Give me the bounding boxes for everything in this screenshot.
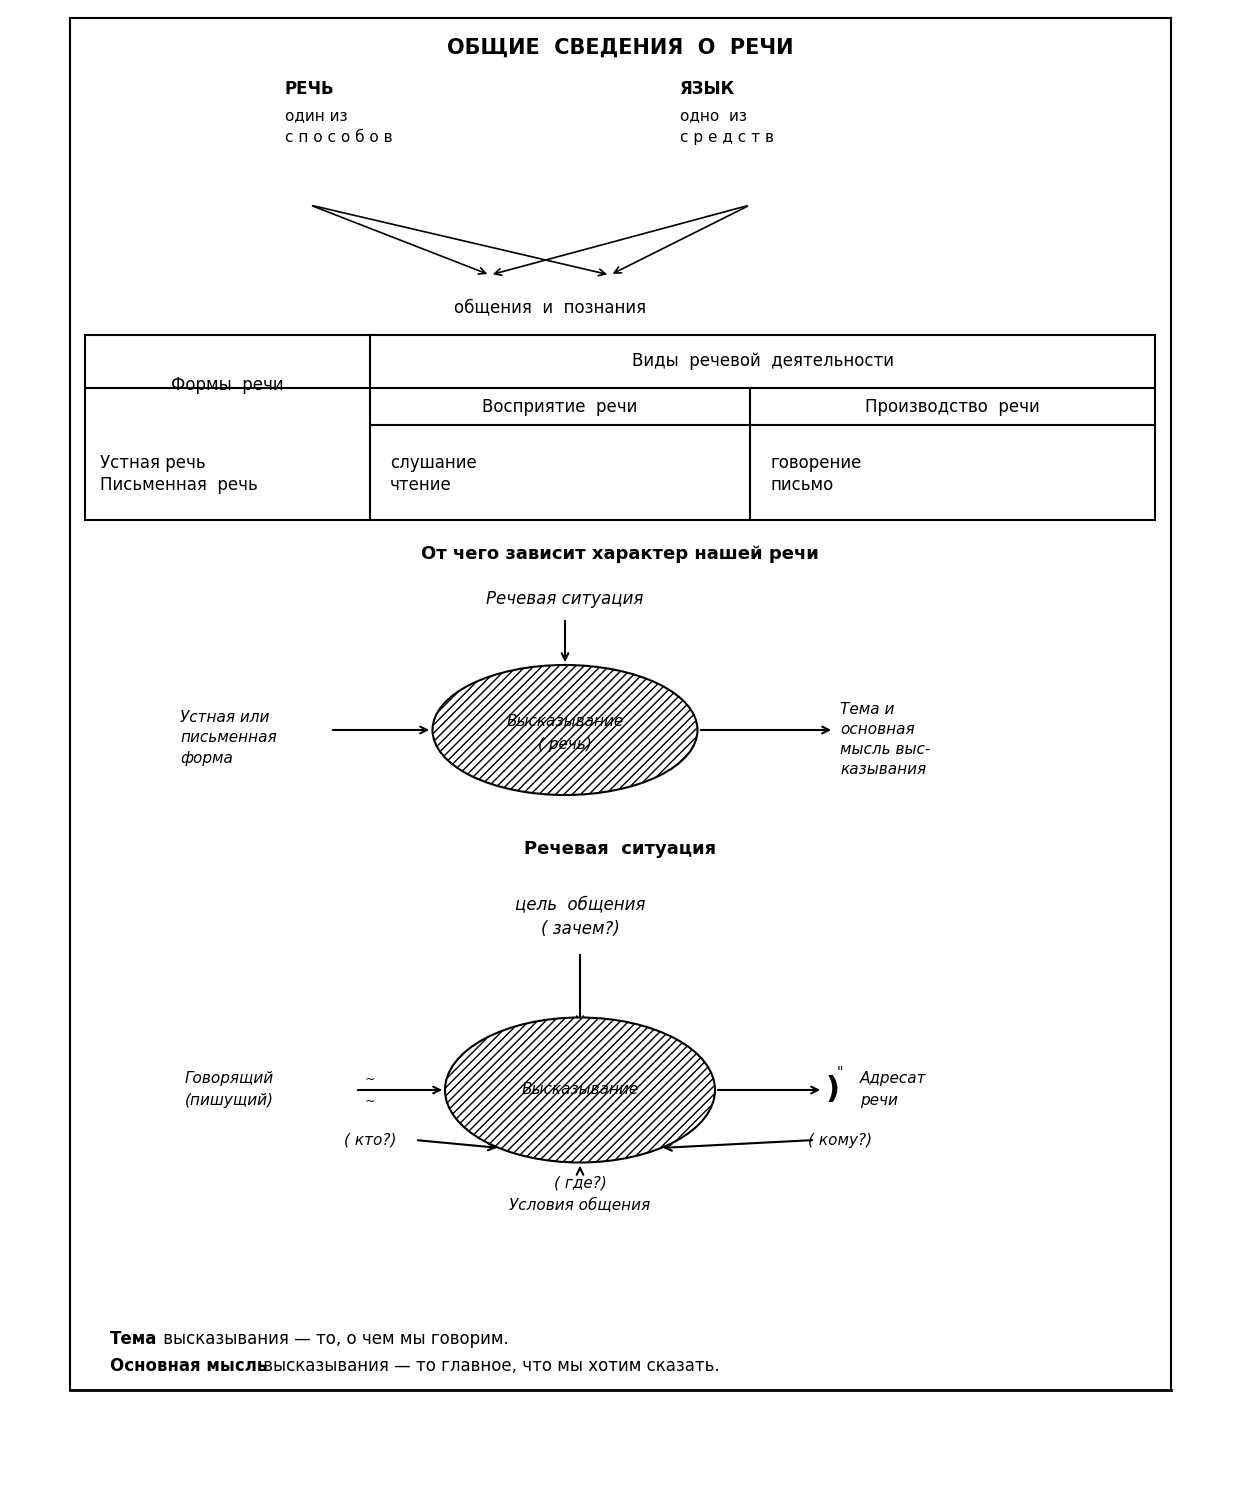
Text: казывания: казывания bbox=[840, 762, 926, 777]
Ellipse shape bbox=[446, 1018, 715, 1162]
Text: ): ) bbox=[827, 1076, 840, 1104]
Ellipse shape bbox=[433, 665, 697, 795]
Text: Высказывание: Высказывание bbox=[506, 715, 624, 730]
Text: Основная мысль: Основная мысль bbox=[110, 1358, 267, 1376]
Text: Высказывание: Высказывание bbox=[521, 1083, 639, 1098]
Text: Речевая ситуация: Речевая ситуация bbox=[486, 589, 644, 609]
Text: одно  из: одно из bbox=[680, 107, 747, 122]
Text: Формы  речи: Формы речи bbox=[171, 376, 284, 394]
Text: Письменная  речь: Письменная речь bbox=[101, 476, 258, 494]
Text: ( зачем?): ( зачем?) bbox=[541, 921, 619, 938]
Text: письмо: письмо bbox=[769, 476, 833, 494]
Text: форма: форма bbox=[180, 750, 233, 765]
Text: письменная: письменная bbox=[180, 731, 277, 746]
FancyBboxPatch shape bbox=[84, 336, 1155, 521]
Text: РЕЧЬ: РЕЧЬ bbox=[285, 81, 335, 98]
Text: речи: речи bbox=[860, 1092, 898, 1107]
Text: ( речь): ( речь) bbox=[539, 737, 592, 752]
Text: Устная или: Устная или bbox=[180, 710, 269, 725]
Text: Речевая  ситуация: Речевая ситуация bbox=[524, 840, 716, 858]
Text: Тема: Тема bbox=[110, 1329, 158, 1347]
Text: От чего зависит характер нашей речи: От чего зависит характер нашей речи bbox=[421, 545, 819, 562]
Text: с р е д с т в: с р е д с т в bbox=[680, 130, 774, 145]
Text: (пишущий): (пишущий) bbox=[185, 1092, 274, 1107]
Text: Говорящий: Говорящий bbox=[185, 1070, 274, 1086]
Text: высказывания — то, о чем мы говорим.: высказывания — то, о чем мы говорим. bbox=[158, 1329, 509, 1347]
Text: чтение: чтение bbox=[390, 476, 452, 494]
Text: Восприятие  речи: Восприятие речи bbox=[483, 397, 638, 415]
Text: слушание: слушание bbox=[390, 454, 477, 471]
Text: говорение: говорение bbox=[769, 454, 861, 471]
Text: общения  и  познания: общения и познания bbox=[454, 298, 647, 316]
Text: ": " bbox=[836, 1065, 843, 1079]
Text: Устная речь: Устная речь bbox=[101, 454, 206, 471]
Text: Адресат: Адресат bbox=[860, 1070, 927, 1086]
Text: Тема и: Тема и bbox=[840, 703, 895, 718]
Text: Условия общения: Условия общения bbox=[510, 1198, 650, 1213]
Text: с п о с о б о в: с п о с о б о в bbox=[285, 130, 392, 145]
Text: ( кто?): ( кто?) bbox=[344, 1132, 396, 1147]
Text: ЯЗЫК: ЯЗЫК bbox=[680, 81, 735, 98]
Text: ОБЩИЕ  СВЕДЕНИЯ  О  РЕЧИ: ОБЩИЕ СВЕДЕНИЯ О РЕЧИ bbox=[447, 37, 793, 58]
Text: основная: основная bbox=[840, 722, 915, 737]
Text: Виды  речевой  деятельности: Виды речевой деятельности bbox=[632, 352, 894, 370]
Text: цель  общения: цель общения bbox=[515, 895, 645, 913]
Text: ( кому?): ( кому?) bbox=[808, 1132, 872, 1147]
Text: один из: один из bbox=[285, 107, 347, 122]
Text: Производство  речи: Производство речи bbox=[865, 397, 1040, 415]
Text: ( где?): ( где?) bbox=[553, 1176, 607, 1191]
Text: мысль выс-: мысль выс- bbox=[840, 743, 931, 758]
Text: ~
~
~: ~ ~ ~ bbox=[365, 1073, 375, 1107]
Text: высказывания — то главное, что мы хотим сказать.: высказывания — то главное, что мы хотим … bbox=[258, 1358, 720, 1376]
